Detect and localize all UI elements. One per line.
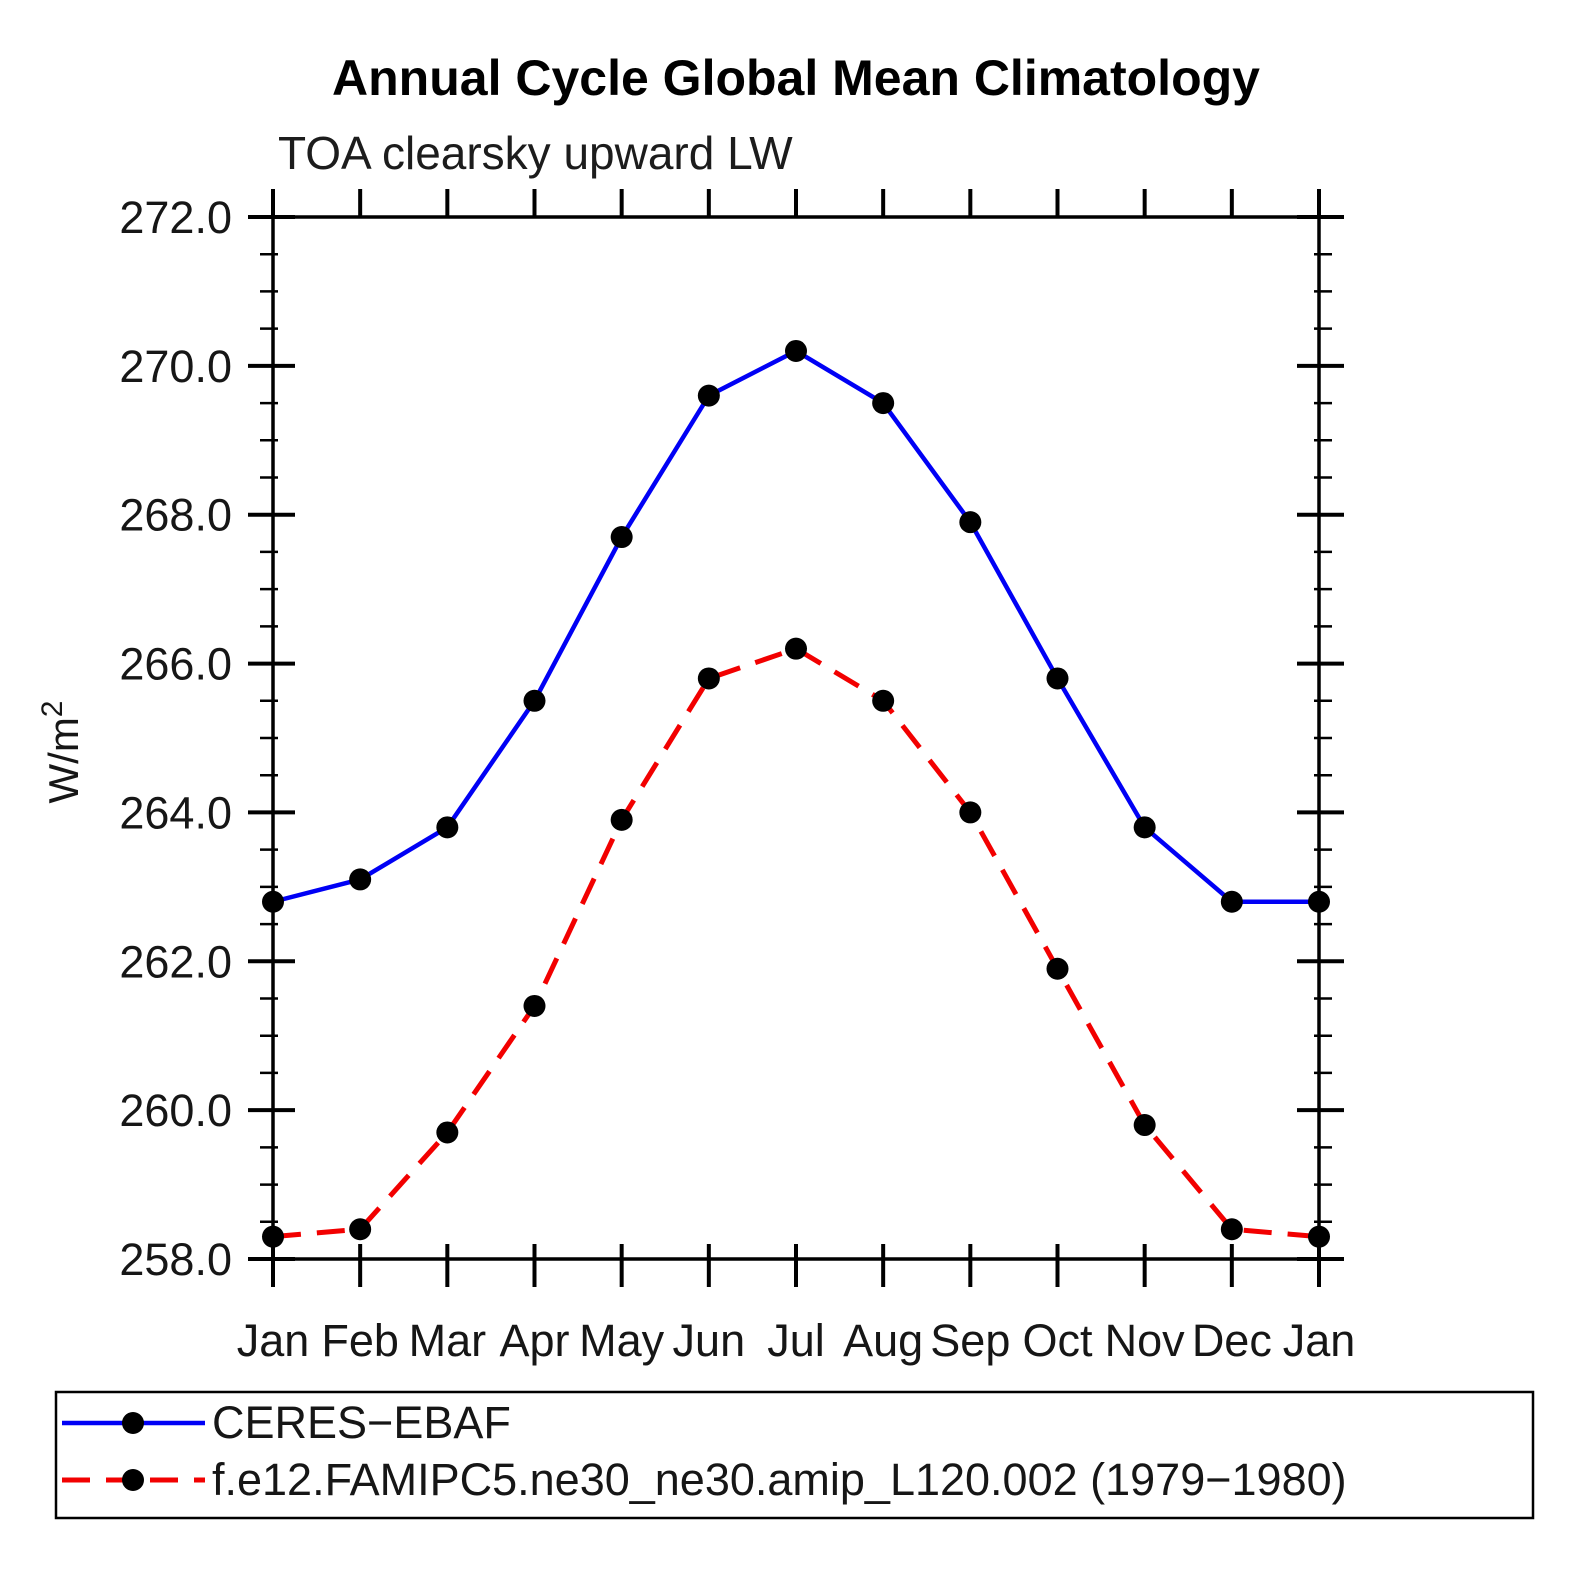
- data-point-marker: [262, 890, 284, 913]
- y-tick-label: 272.0: [119, 192, 232, 243]
- y-axis-title-superscript: 2: [36, 701, 69, 718]
- data-point-marker: [785, 339, 807, 362]
- y-axis-title: W/m2: [36, 701, 87, 804]
- data-point-marker: [523, 994, 546, 1017]
- y-axis-title-main: W/m: [40, 717, 87, 803]
- data-point-marker: [697, 667, 720, 690]
- data-point-marker: [959, 801, 982, 824]
- plot-area: 258.0 260.0 262.0 264.0 266.0 268.0 270.0 272.0…: [119, 189, 1355, 1366]
- series-line-ceres-ebaf: [272, 348, 1319, 904]
- data-point-marker: [1308, 890, 1330, 913]
- data-point-marker: [1046, 667, 1069, 690]
- data-point-marker: [1308, 1225, 1330, 1248]
- data-point-marker: [872, 392, 895, 415]
- legend: CERES−EBAF f.e12.FAMIPC5.ne30_ne30.amip_…: [54, 1390, 1535, 1520]
- x-tick-label: Jan: [237, 1315, 310, 1366]
- y-tick-label: 270.0: [119, 341, 232, 392]
- legend-label-model-run: f.e12.FAMIPC5.ne30_ne30.amip_L120.002 (1…: [212, 1454, 1347, 1505]
- data-point-marker: [1133, 1114, 1156, 1137]
- data-point-marker: [1220, 890, 1243, 913]
- data-point-marker: [959, 511, 982, 534]
- legend-keys: [62, 1412, 205, 1491]
- x-tick-label: Nov: [1105, 1315, 1186, 1366]
- x-tick-label: Dec: [1192, 1315, 1272, 1366]
- legend-label-ceres-ebaf: CERES−EBAF: [212, 1397, 511, 1448]
- data-point-marker: [610, 526, 633, 549]
- x-tick-label: Sep: [930, 1315, 1010, 1366]
- y-tick-label: 264.0: [119, 787, 232, 838]
- x-tick-label: Jul: [767, 1315, 825, 1366]
- x-tick-label: Aug: [843, 1315, 923, 1366]
- data-point-marker: [872, 689, 895, 712]
- data-point-marker: [262, 1225, 284, 1248]
- data-point-marker: [436, 816, 459, 839]
- y-tick-label: 262.0: [119, 936, 232, 987]
- x-tick-label: Oct: [1022, 1315, 1093, 1366]
- x-tick-label: May: [579, 1315, 665, 1366]
- plot-frame: [271, 215, 1321, 1261]
- data-point-marker: [436, 1121, 459, 1144]
- data-point-marker: [697, 384, 720, 407]
- data-point-marker: [1220, 1218, 1243, 1241]
- data-point-marker: [1133, 816, 1156, 839]
- y-tick-label: 260.0: [119, 1085, 232, 1136]
- x-tick-label: Jun: [673, 1315, 746, 1366]
- data-point-marker: [1046, 957, 1069, 980]
- data-point-marker: [349, 868, 372, 891]
- legend-box: [54, 1390, 1535, 1520]
- y-tick-label: 268.0: [119, 490, 232, 541]
- data-point-marker: [349, 1218, 372, 1241]
- data-point-marker: [610, 808, 633, 831]
- x-tick-label: Apr: [499, 1315, 569, 1366]
- x-tick-label: Feb: [321, 1315, 399, 1366]
- x-tick-label: Jan: [1283, 1315, 1356, 1366]
- x-tick-label: Mar: [409, 1315, 487, 1366]
- data-point-marker: [523, 689, 546, 712]
- data-point-marker: [785, 637, 807, 660]
- y-tick-label: 266.0: [119, 639, 232, 690]
- legend-marker-sample: [122, 1412, 144, 1434]
- series-line-model-run: [272, 646, 1320, 1240]
- legend-marker-sample: [122, 1469, 144, 1491]
- chart-subtitle: TOA clearsky upward LW: [278, 127, 793, 179]
- y-tick-label: 258.0: [119, 1234, 232, 1285]
- chart-title: Annual Cycle Global Mean Climatology: [332, 50, 1260, 106]
